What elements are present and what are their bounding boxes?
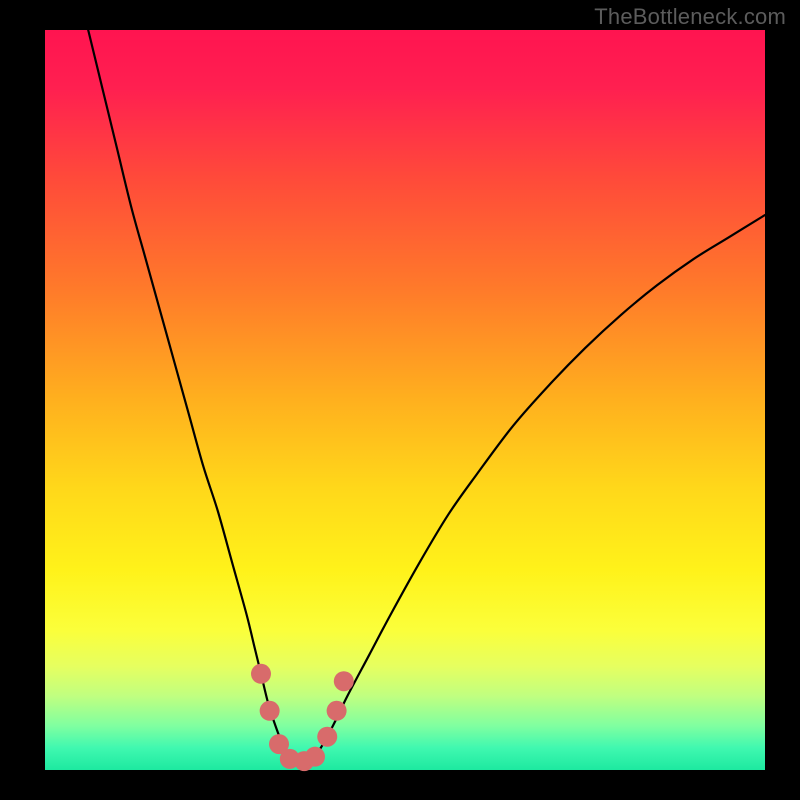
chart-container: TheBottleneck.com [0, 0, 800, 800]
marker-dot [251, 664, 271, 684]
marker-dot [334, 671, 354, 691]
marker-dot [317, 727, 337, 747]
bottleneck-chart [0, 0, 800, 800]
marker-dot [260, 701, 280, 721]
marker-dot [327, 701, 347, 721]
plot-background [45, 30, 765, 770]
marker-dot [305, 747, 325, 767]
watermark-text: TheBottleneck.com [594, 4, 786, 30]
